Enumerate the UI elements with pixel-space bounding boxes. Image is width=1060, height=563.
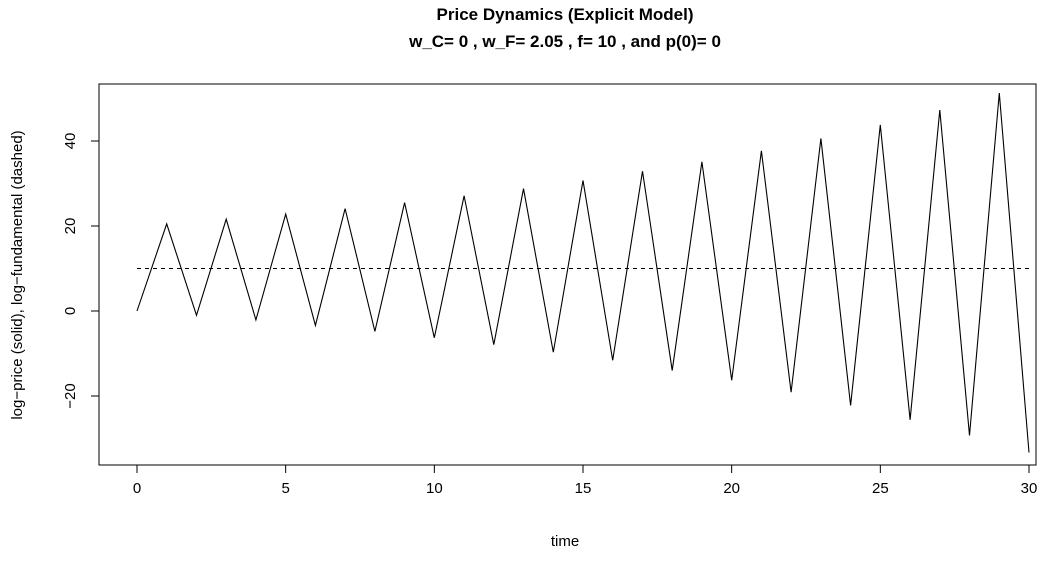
x-tick-label: 30 [1021, 480, 1038, 497]
x-axis-label: time [551, 533, 579, 550]
y-axis-label: log−price (solid), log−fundamental (dash… [9, 130, 26, 419]
price-solid-line [136, 92, 1030, 453]
y-tick-label: −20 [62, 383, 79, 408]
x-tick-label: 15 [575, 480, 592, 497]
y-tick-label: 0 [62, 307, 79, 315]
y-tick-label: 20 [62, 218, 79, 235]
x-tick-label: 20 [723, 480, 740, 497]
x-tick-label: 10 [426, 480, 443, 497]
x-axis: 0 5 10 15 20 25 30 [133, 464, 1038, 497]
series-layer [136, 92, 1030, 453]
x-tick-label: 0 [133, 480, 141, 497]
chart-subtitle: w_C= 0 , w_F= 2.05 , f= 10 , and p(0)= 0 [408, 32, 721, 51]
x-tick-label: 25 [872, 480, 889, 497]
y-axis: −20 0 20 40 [62, 133, 100, 409]
y-tick-label: 40 [62, 133, 79, 150]
x-tick-label: 5 [281, 480, 289, 497]
chart-title: Price Dynamics (Explicit Model) [437, 5, 694, 24]
